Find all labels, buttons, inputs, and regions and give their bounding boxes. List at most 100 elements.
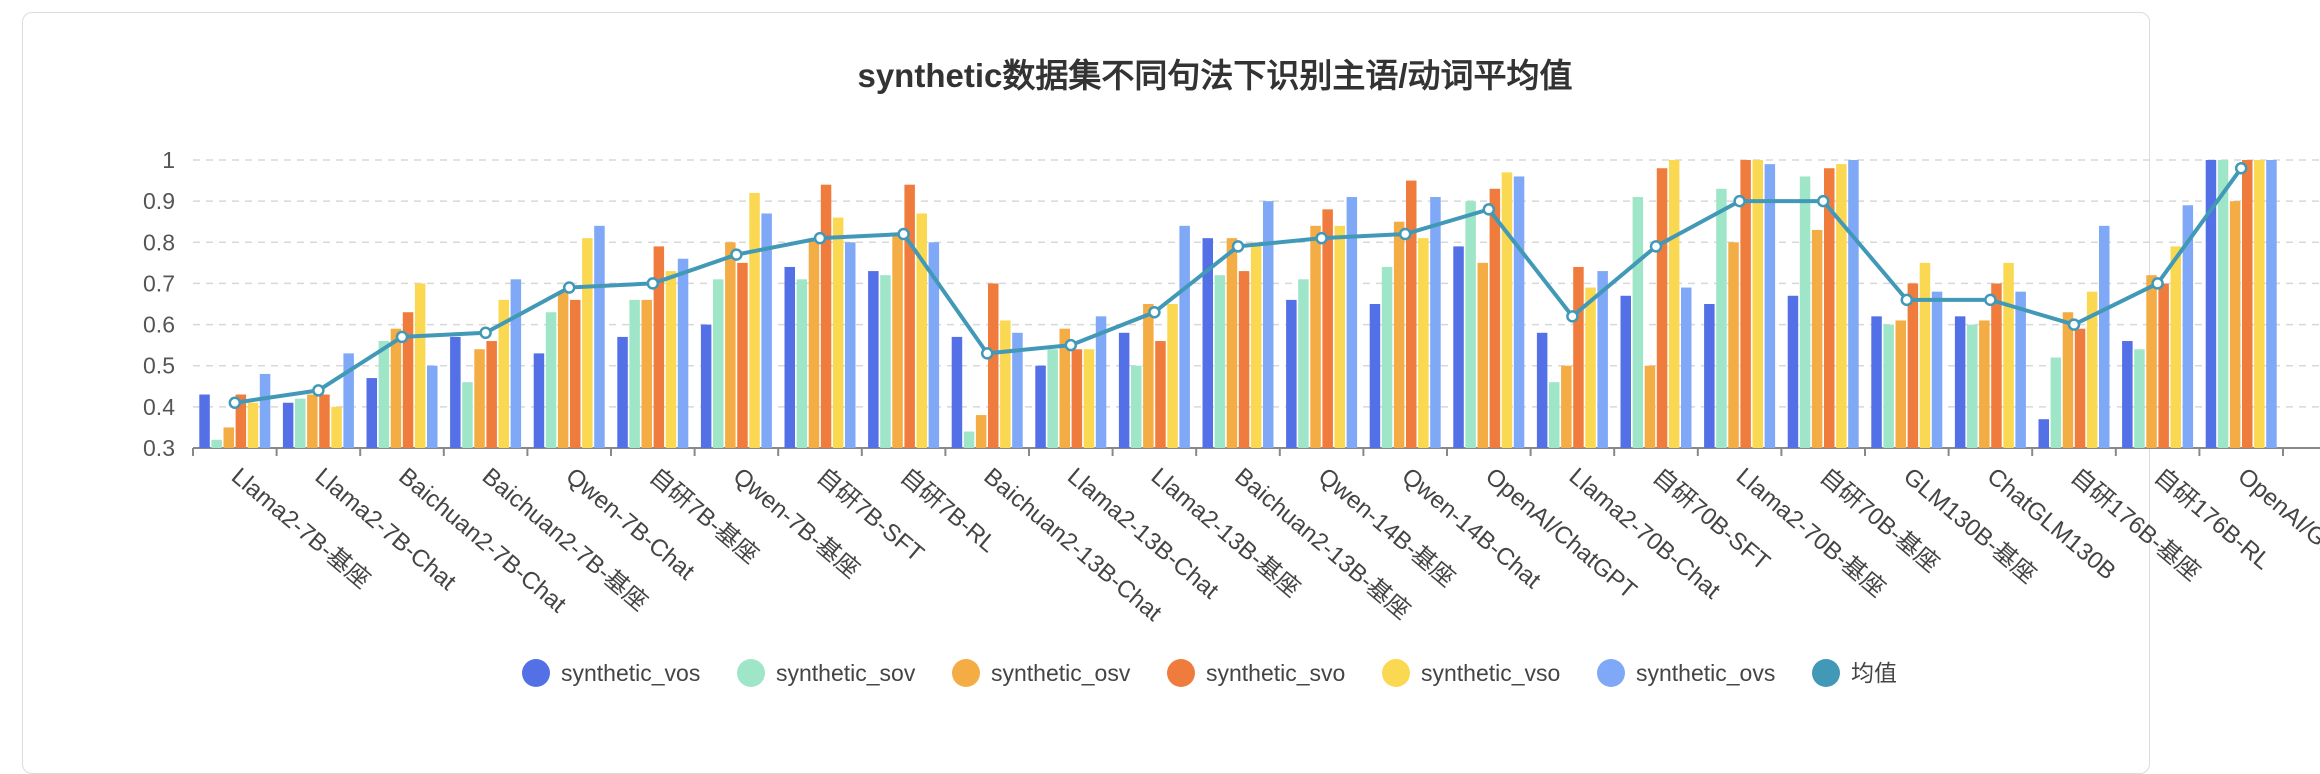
bar-synthetic_vso (1585, 287, 1596, 448)
legend-label-synthetic_ovs: synthetic_ovs (1636, 660, 1775, 686)
bar-synthetic_ovs (1681, 287, 1692, 448)
x-tick-label: Llama2-7B-基座 (226, 463, 375, 594)
bar-synthetic_svo (1238, 271, 1250, 448)
bar-synthetic_ovs (1430, 197, 1441, 448)
bar-synthetic_svo (737, 262, 748, 448)
bar-synthetic_osv (474, 349, 485, 448)
bar-synthetic_svo (1907, 283, 1919, 448)
bar-synthetic_vos (366, 378, 377, 448)
bar-synthetic_ovs (1931, 291, 1943, 448)
bar-synthetic_sov (880, 275, 891, 448)
bar-synthetic_vos (1118, 332, 1130, 448)
bar-synthetic_sov (796, 279, 808, 448)
bar-synthetic_osv (557, 291, 569, 448)
bar-synthetic_sov (1465, 201, 1476, 448)
bar-synthetic_vos (282, 402, 294, 448)
bar-synthetic_ovs (928, 242, 940, 448)
x-tick-label: Qwen-14B-Chat (1397, 463, 1546, 595)
legend-label-均值: 均值 (1851, 660, 1897, 686)
bar-synthetic_svo (235, 394, 247, 448)
bar-synthetic_osv (1811, 229, 1823, 448)
bar-synthetic_sov (462, 382, 473, 448)
bar-synthetic_osv (1644, 365, 1656, 448)
y-axis: 0.3 0.4 0.5 0.6 0.7 0.8 0.9 1 (143, 147, 175, 461)
y-tick-label: 0.7 (143, 270, 175, 296)
bar-synthetic_sov (1632, 197, 1644, 448)
bar-synthetic_vso (2254, 160, 2265, 448)
bar-synthetic_svo (570, 299, 581, 448)
bar-synthetic_ovs (427, 365, 438, 448)
mean-point (1231, 240, 1245, 253)
bar-synthetic_vos (1369, 304, 1381, 448)
bar-synthetic_vos (1620, 295, 1631, 448)
bar-synthetic_vos (1954, 316, 1966, 448)
bar-synthetic_ovs (2182, 205, 2194, 448)
bar-synthetic_svo (653, 246, 665, 448)
bar-synthetic_osv (1477, 262, 1488, 448)
bar-synthetic_vos (1787, 295, 1799, 448)
legend-marker-synthetic_ovs (1597, 659, 1625, 687)
bar-synthetic_svo (1322, 209, 1333, 448)
y-tick-label: 0.8 (143, 229, 175, 255)
bar-synthetic_ovs (1848, 160, 1859, 448)
bar-synthetic_osv (2229, 201, 2241, 448)
bar-synthetic_osv (2062, 312, 2074, 448)
bar-synthetic_ovs (343, 353, 354, 448)
bar-synthetic_ovs (1263, 201, 1274, 448)
bar-synthetic_vos (199, 394, 210, 448)
bar-synthetic_svo (2158, 283, 2169, 448)
bar-synthetic_vso (2086, 291, 2098, 448)
bar-synthetic_ovs (259, 373, 271, 448)
bar-synthetic_sov (378, 341, 390, 448)
bar-synthetic_ovs (1095, 316, 1107, 448)
bar-synthetic_ovs (1597, 271, 1608, 448)
mean-point (1398, 227, 1412, 241)
bar-synthetic_vso (331, 406, 342, 448)
bar-synthetic_vso (832, 217, 844, 448)
mean-point (1064, 338, 1078, 352)
bar-synthetic_svo (1740, 160, 1751, 448)
bar-synthetic_ovs (2099, 225, 2110, 448)
bar-synthetic_svo (1656, 168, 1668, 448)
bar-synthetic_svo (402, 312, 414, 448)
mean-point (897, 227, 910, 241)
mean-point (562, 281, 576, 294)
x-tick-label: Llama2-7B-Chat (310, 463, 461, 596)
bar-synthetic_vso (1334, 225, 1345, 448)
bar-synthetic_sov (1799, 176, 1811, 448)
bar-synthetic_osv (1979, 320, 1990, 448)
x-axis: Llama2-7B-基座Llama2-7B-ChatBaichuan2-7B-C… (192, 448, 2320, 627)
bar-synthetic_osv (725, 242, 736, 448)
bar-synthetic_vso (1752, 160, 1763, 448)
legend: synthetic_vos synthetic_sov synthetic_osv s… (522, 659, 1897, 687)
bar-synthetic_sov (545, 312, 557, 448)
legend-label-synthetic_vso: synthetic_vso (1421, 660, 1560, 686)
bar-synthetic_ovs (594, 225, 605, 448)
mean-point (1315, 231, 1328, 245)
y-tick-label: 0.5 (143, 353, 175, 379)
bar-synthetic_osv (307, 394, 318, 448)
legend-marker-synthetic_vso (1382, 659, 1410, 687)
bar-synthetic_vso (2003, 262, 2014, 448)
bar-synthetic_vos (868, 271, 879, 448)
mean-point (1816, 194, 1830, 208)
bar-synthetic_vos (2038, 419, 2049, 448)
bar-synthetic_vos (1536, 332, 1548, 448)
bar-synthetic_vso (1250, 242, 1262, 448)
bar-synthetic_svo (1573, 266, 1584, 448)
legend-marker-均值 (1812, 659, 1840, 687)
bar-synthetic_sov (1131, 365, 1142, 448)
bar-synthetic_osv (1393, 221, 1405, 448)
bar-synthetic_svo (2242, 160, 2253, 448)
bar-synthetic_vso (665, 271, 677, 448)
bar-synthetic_sov (1883, 324, 1894, 448)
legend-label-synthetic_sov: synthetic_sov (776, 660, 916, 686)
bars (199, 160, 2277, 449)
mean-point (980, 347, 994, 360)
bar-synthetic_svo (486, 341, 497, 448)
bar-synthetic_vso (1083, 349, 1095, 448)
bar-synthetic_vos (1035, 365, 1046, 448)
legend-marker-synthetic_vos (522, 659, 550, 687)
bar-synthetic_vos (1871, 316, 1882, 448)
bar-synthetic_sov (1298, 279, 1309, 448)
